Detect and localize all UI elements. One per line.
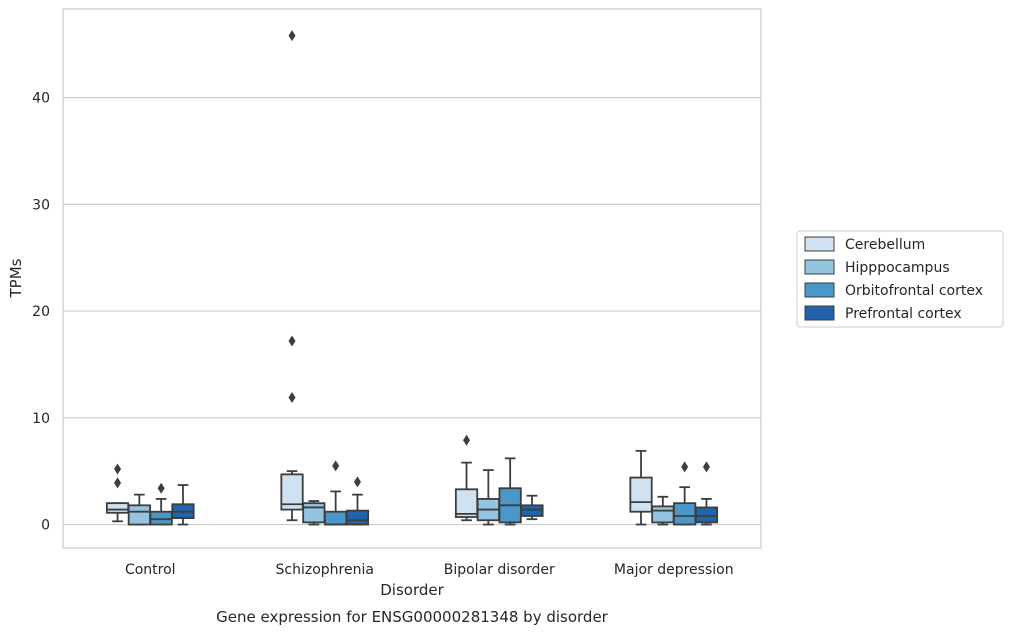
y-axis-label: TPMs: [7, 258, 25, 298]
y-tick-label: 40: [32, 91, 50, 107]
outlier-point: [288, 335, 296, 347]
outlier-point: [288, 392, 296, 404]
outlier-point: [463, 434, 471, 446]
plot-area-frame: [62, 8, 762, 549]
box-group: [105, 463, 195, 526]
outlier-point: [114, 463, 122, 475]
box-iqr: [302, 502, 326, 524]
box-group: [629, 449, 719, 526]
y-tick-label: 20: [32, 304, 50, 320]
x-axis-label: Disorder: [380, 581, 444, 599]
x-tick-label: Major depression: [614, 562, 734, 578]
box-iqr: [694, 506, 719, 524]
box-iqr: [651, 505, 675, 524]
legend-swatch: [804, 259, 835, 275]
box-group: [280, 30, 370, 526]
legend-swatch: [804, 236, 835, 252]
plot-area-background: [63, 9, 761, 548]
legend-items: Cerebellum Hipppocampus Orbitofrontal cort…: [804, 236, 983, 322]
x-tick-label: Schizophrenia: [276, 562, 374, 578]
legend-label: Hipppocampus: [845, 260, 950, 276]
box-group: [454, 434, 544, 526]
legend-label: Cerebellum: [845, 237, 925, 253]
legend-swatch: [804, 282, 835, 298]
legend: Cerebellum Hipppocampus Orbitofrontal cort…: [796, 230, 1004, 328]
y-axis-ticks: 0 10 20 30 40: [32, 91, 50, 534]
box-iqr: [280, 473, 304, 511]
x-axis-ticks: Control Schizophrenia Bipolar disorder Majo…: [125, 562, 734, 578]
outlier-point: [332, 460, 340, 472]
box-iqr: [127, 504, 151, 526]
y-tick-label: 0: [41, 518, 50, 534]
box-iqr: [520, 504, 544, 517]
box-iqr: [454, 488, 479, 518]
box-iqr: [105, 502, 130, 514]
y-tick-label: 10: [32, 411, 50, 427]
outlier-point: [353, 476, 361, 488]
outlier-point: [157, 482, 165, 494]
outlier-point: [681, 461, 689, 473]
legend-swatch: [804, 305, 835, 321]
box-iqr: [324, 510, 348, 526]
legend-label: Orbitofrontal cortex: [845, 283, 983, 299]
legend-label: Prefrontal cortex: [845, 306, 962, 322]
box-iqr: [149, 510, 173, 526]
box-groups: [105, 30, 719, 526]
outlier-point: [114, 477, 122, 489]
box-iqr: [673, 502, 697, 526]
outlier-point: [702, 461, 710, 473]
box-iqr: [629, 476, 653, 513]
box-iqr: [345, 509, 370, 526]
x-tick-label: Bipolar disorder: [444, 562, 555, 578]
legend-frame: [796, 230, 1004, 328]
figure-caption: Gene expression for ENSG00000281348 by d…: [216, 608, 609, 626]
x-tick-label: Control: [125, 562, 176, 578]
outlier-point: [288, 30, 296, 42]
y-tick-label: 30: [32, 197, 50, 213]
